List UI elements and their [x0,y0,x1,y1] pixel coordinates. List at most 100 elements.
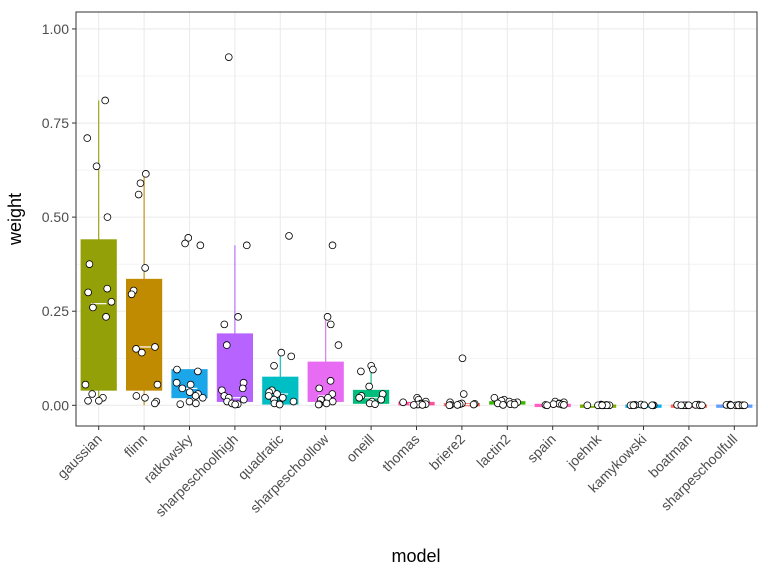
data-point-gaussian [103,284,111,293]
data-point-ratkowsky [185,388,194,396]
data-point-flinn [151,343,159,351]
data-point-sharpeschoolhigh [238,384,247,393]
y-tick-label: 0.50 [42,209,69,225]
data-point-briere2 [445,401,454,410]
data-point-oneill [371,400,379,408]
data-point-oneill [365,382,373,391]
data-point-ratkowsky [185,397,194,406]
data-point-sharpeschoollow [326,320,335,329]
data-point-gaussian [89,303,97,312]
data-point-lactin2 [510,400,519,409]
data-point-sharpeschoolfull [727,401,735,410]
boxes-layer [80,100,753,408]
data-point-oneill [355,393,363,402]
data-point-ratkowsky [176,400,185,408]
data-point-thomas [409,401,418,409]
data-point-sharpeschoolfull [740,401,749,410]
data-point-ratkowsky [181,239,189,248]
data-point-quadratic [287,352,296,361]
data-point-lactin2 [499,401,507,409]
data-point-flinn [136,179,145,188]
data-point-flinn [141,393,149,402]
data-point-quadratic [270,361,278,370]
data-point-thomas [399,398,407,407]
data-point-ratkowsky [191,392,200,400]
data-point-sharpeschoollow [328,241,337,250]
data-point-sharpeschoollow [334,341,343,349]
data-point-flinn [138,348,146,357]
x-axis-title: model [391,546,440,566]
data-point-quadratic [264,392,273,400]
data-point-sharpeschoollow [322,399,331,408]
data-point-sharpeschoolhigh [242,241,251,250]
data-point-ratkowsky [186,380,195,389]
data-point-gaussian [102,313,110,321]
y-tick-label: 0.00 [42,397,69,413]
y-tick-label: 1.00 [42,21,69,37]
data-point-quadratic [277,348,286,357]
plot-panel [75,11,758,427]
data-point-ratkowsky [196,241,205,250]
data-point-gaussian [107,297,116,306]
data-point-quadratic [285,232,293,240]
data-point-flinn [153,380,162,389]
data-point-sharpeschoollow [314,400,323,409]
data-point-oneill [377,395,385,404]
data-point-flinn [142,170,150,178]
data-point-briere2 [469,400,478,409]
data-point-sharpeschoolhigh [220,320,229,329]
data-point-boatman [684,401,693,410]
data-point-quadratic [275,400,284,409]
data-point-briere2 [453,401,462,409]
data-point-ratkowsky [173,365,181,374]
data-point-spain [560,401,568,409]
data-point-briere2 [458,354,467,363]
data-point-gaussian [81,380,90,389]
data-point-gaussian [95,396,103,405]
data-point-joehnk [598,401,606,410]
data-point-boatman [677,401,686,410]
data-point-flinn [134,190,143,199]
y-tick-label: 0.25 [42,303,69,319]
y-tick-label: 0.75 [42,115,69,131]
data-point-thomas [418,401,427,409]
data-point-ratkowsky [198,393,207,402]
data-point-sharpeschoolhigh [222,341,231,349]
data-point-gaussian [88,390,96,398]
data-point-gaussian [103,213,112,221]
data-point-kamykowski [648,401,656,410]
data-point-flinn [132,345,140,353]
data-point-joehnk [583,401,592,410]
data-point-lactin2 [490,393,499,402]
data-point-sharpeschoolhigh [224,53,233,61]
data-point-gaussian [84,396,92,405]
data-point-ratkowsky [192,399,200,408]
data-point-kamykowski [629,401,638,410]
data-point-quadratic [278,393,287,402]
y-axis: 0.00 0.25 0.50 0.75 1.00 [42,21,76,413]
data-point-ratkowsky [172,378,181,387]
data-point-gaussian [92,162,101,171]
y-axis-title: weight [5,193,25,246]
data-point-gaussian [101,96,109,105]
data-point-gaussian [85,260,94,268]
data-point-sharpeschoollow [328,397,337,406]
data-point-sharpeschoollow [323,313,332,321]
data-point-ratkowsky [194,367,202,376]
data-point-quadratic [289,397,298,406]
data-point-oneill [369,365,377,374]
data-point-sharpeschoolhigh [234,313,242,321]
data-point-ratkowsky [184,234,193,242]
data-point-gaussian [84,288,92,297]
data-point-flinn [127,290,136,299]
data-point-spain [543,401,551,410]
data-point-sharpeschoolhigh [231,400,239,409]
data-point-spain [549,400,558,408]
data-point-kamykowski [640,401,649,410]
data-point-oneill [357,367,365,376]
data-point-ratkowsky [178,384,187,393]
data-point-sharpeschoollow [315,384,324,393]
data-point-boatman [698,401,706,410]
data-point-sharpeschoolhigh [239,395,248,404]
